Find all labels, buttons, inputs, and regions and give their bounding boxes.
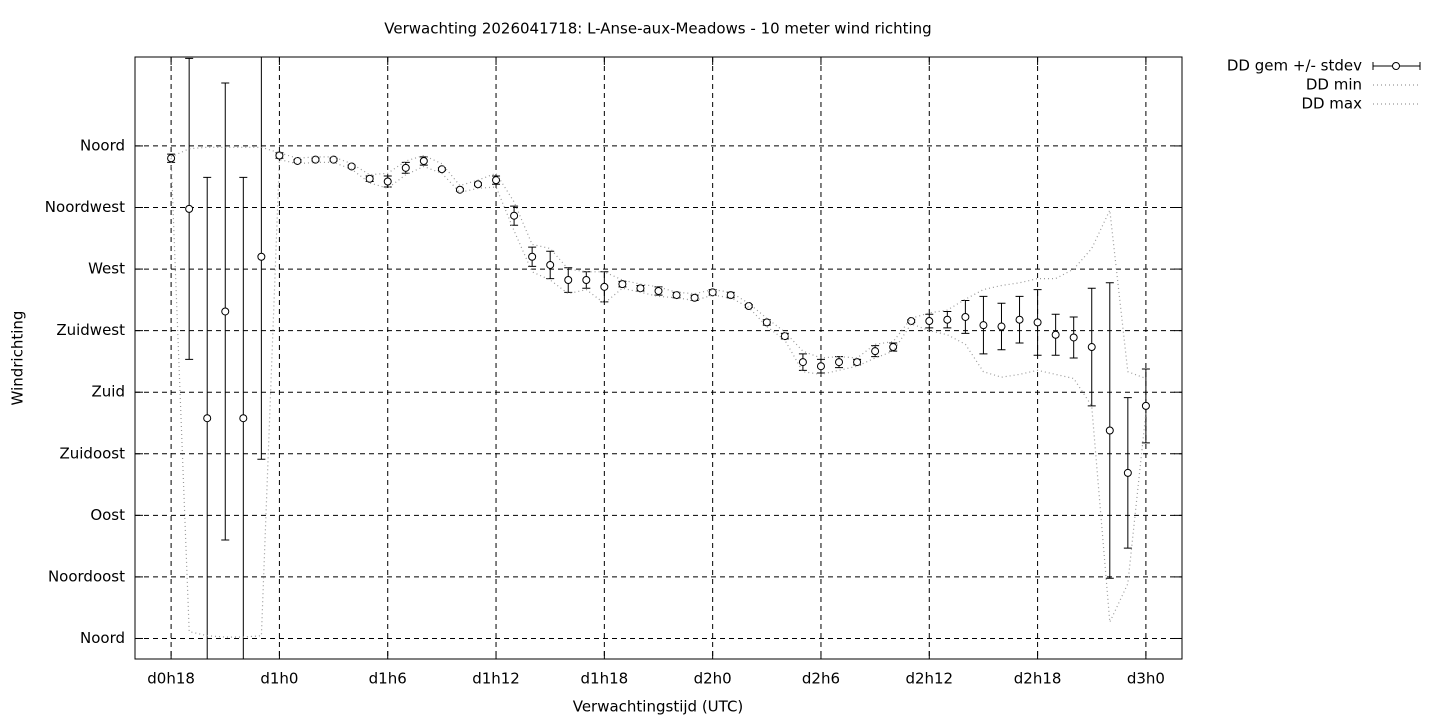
data-point — [185, 204, 194, 213]
x-tick-label: d1h12 — [472, 670, 520, 688]
data-point — [943, 315, 952, 324]
data-point — [835, 358, 844, 367]
data-point — [1123, 468, 1132, 477]
data-point — [510, 211, 519, 220]
data-point — [1051, 330, 1060, 339]
data-point — [618, 280, 627, 289]
data-point — [1087, 343, 1096, 352]
data-point — [871, 347, 880, 356]
x-tick-label: d2h6 — [802, 670, 840, 688]
data-point — [780, 332, 789, 341]
data-point — [492, 176, 501, 185]
data-point — [1033, 318, 1042, 327]
data-point — [907, 317, 916, 326]
y-tick-label: Noordoost — [48, 567, 125, 585]
data-point — [311, 155, 320, 164]
data-point — [221, 307, 230, 316]
data-point — [437, 165, 446, 174]
x-tick-label: d0h18 — [147, 670, 195, 688]
data-point — [582, 276, 591, 285]
x-tick-label: d2h0 — [694, 670, 732, 688]
line-series — [170, 158, 1147, 638]
data-point — [1105, 426, 1114, 435]
x-axis-label: Verwachtingstijd (UTC) — [573, 698, 744, 716]
data-point — [419, 156, 428, 165]
data-point — [961, 312, 970, 321]
data-point — [1069, 333, 1078, 342]
data-point — [401, 163, 410, 172]
data-point — [329, 155, 338, 164]
data-point — [889, 343, 898, 352]
x-tick-label: d2h12 — [905, 670, 953, 688]
y-tick-label: West — [88, 260, 125, 278]
grid — [135, 57, 1182, 659]
data-point — [690, 293, 699, 302]
data-point — [979, 321, 988, 330]
data-point — [1141, 401, 1150, 410]
data-point — [293, 156, 302, 165]
y-axis-label: Windrichting — [9, 311, 27, 406]
data-point — [654, 286, 663, 295]
data-point — [365, 174, 374, 183]
data-point — [816, 362, 825, 371]
plot-frame — [134, 56, 1183, 660]
plot-area — [167, 57, 1150, 659]
data-point — [636, 284, 645, 293]
data-point — [600, 282, 609, 291]
x-tick-label: d1h18 — [581, 670, 629, 688]
x-tick-label: d3h0 — [1127, 670, 1165, 688]
data-point — [672, 291, 681, 300]
y-tick-label: Noordwest — [45, 198, 125, 216]
data-point — [564, 276, 573, 285]
data-point — [925, 317, 934, 326]
chart-title: Verwachting 2026041718: L-Anse-aux-Meado… — [384, 20, 931, 38]
y-tick-label: Noord — [80, 629, 125, 647]
data-point — [708, 288, 717, 297]
data-point — [997, 322, 1006, 331]
data-point — [853, 358, 862, 367]
data-point — [528, 252, 537, 261]
data-point — [744, 302, 753, 311]
legend-label: DD min — [1306, 76, 1362, 94]
data-point — [257, 252, 266, 261]
data-point — [1015, 315, 1024, 324]
legend-symbol — [1392, 62, 1400, 70]
data-point — [239, 414, 248, 423]
data-point — [762, 318, 771, 327]
y-tick-label: Oost — [90, 506, 125, 524]
x-tick-label: d1h6 — [369, 670, 407, 688]
legend-label: DD max — [1301, 95, 1362, 113]
y-tick-label: Noord — [80, 136, 125, 154]
x-tick-label: d2h18 — [1014, 670, 1062, 688]
data-point — [275, 151, 284, 160]
data-point — [473, 180, 482, 189]
data-point — [347, 162, 356, 171]
legend-label: DD gem +/- stdev — [1227, 57, 1362, 75]
y-tick-label: Zuid — [92, 383, 125, 401]
line-series — [170, 146, 1147, 380]
y-tick-label: Zuidwest — [56, 321, 125, 339]
data-point — [798, 358, 807, 367]
data-point — [203, 414, 212, 423]
data-point — [383, 177, 392, 186]
x-tick-label: d1h0 — [260, 670, 298, 688]
y-tick-label: Zuidoost — [59, 444, 125, 462]
data-point — [546, 260, 555, 269]
